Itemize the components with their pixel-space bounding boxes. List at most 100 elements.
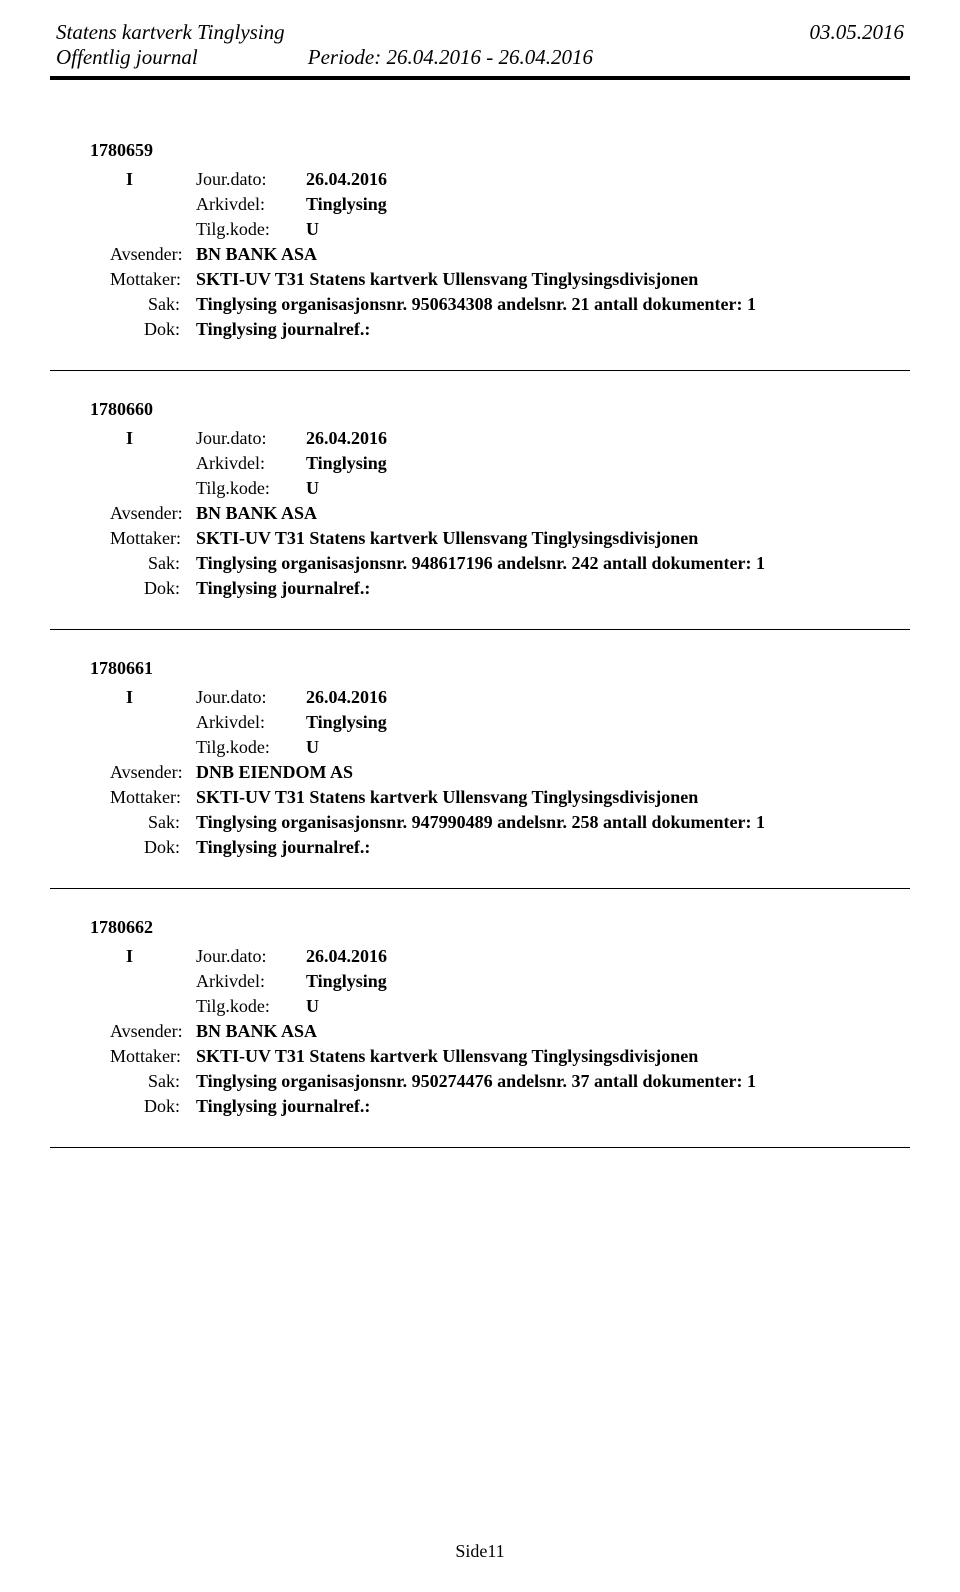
tilgkode-label: Tilg.kode: — [196, 996, 306, 1017]
jourdato-value: 26.04.2016 — [306, 687, 387, 708]
page-number: Side11 — [455, 1541, 504, 1561]
entry-jourdato-row: I Jour.dato: 26.04.2016 — [90, 169, 910, 190]
sak-label: Sak: — [148, 812, 196, 833]
mottaker-label: Mottaker: — [110, 1046, 196, 1067]
entry-dok-row: Dok: Tinglysing journalref.: — [90, 837, 910, 858]
entry-tilgkode-row: Tilg.kode: U — [90, 996, 910, 1017]
entry-type: I — [126, 428, 196, 449]
avsender-label: Avsender: — [110, 1021, 196, 1042]
jourdato-label: Jour.dato: — [196, 687, 306, 708]
journal-entry: 1780659 I Jour.dato: 26.04.2016 Arkivdel… — [50, 140, 910, 340]
tilgkode-value: U — [306, 737, 319, 758]
entry-id: 1780659 — [90, 140, 910, 161]
header-date-right: 03.05.2016 — [810, 20, 905, 45]
entry-jourdato-row: I Jour.dato: 26.04.2016 — [90, 946, 910, 967]
entry-type: I — [126, 169, 196, 190]
dok-label: Dok: — [144, 319, 196, 340]
entry-dok-row: Dok: Tinglysing journalref.: — [90, 1096, 910, 1117]
header-row-2: Offentlig journal Periode: 26.04.2016 - … — [50, 45, 910, 70]
entry-mottaker-row: Mottaker: SKTI-UV T31 Statens kartverk U… — [90, 269, 910, 290]
sak-label: Sak: — [148, 1071, 196, 1092]
arkivdel-value: Tinglysing — [306, 453, 387, 474]
entry-arkivdel-row: Arkivdel: Tinglysing — [90, 453, 910, 474]
entry-dok-row: Dok: Tinglysing journalref.: — [90, 319, 910, 340]
mottaker-value: SKTI-UV T31 Statens kartverk Ullensvang … — [196, 528, 698, 549]
entry-mottaker-row: Mottaker: SKTI-UV T31 Statens kartverk U… — [90, 528, 910, 549]
journal-entry: 1780662 I Jour.dato: 26.04.2016 Arkivdel… — [50, 917, 910, 1117]
entry-arkivdel-row: Arkivdel: Tinglysing — [90, 194, 910, 215]
entry-mottaker-row: Mottaker: SKTI-UV T31 Statens kartverk U… — [90, 1046, 910, 1067]
mottaker-value: SKTI-UV T31 Statens kartverk Ullensvang … — [196, 269, 698, 290]
entry-avsender-row: Avsender: BN BANK ASA — [90, 244, 910, 265]
sak-value: Tinglysing organisasjonsnr. 950274476 an… — [196, 1071, 756, 1092]
dok-value: Tinglysing journalref.: — [196, 837, 370, 858]
entry-sak-row: Sak: Tinglysing organisasjonsnr. 9506343… — [90, 294, 910, 315]
avsender-value: BN BANK ASA — [196, 1021, 317, 1042]
dok-value: Tinglysing journalref.: — [196, 319, 370, 340]
jourdato-label: Jour.dato: — [196, 428, 306, 449]
jourdato-value: 26.04.2016 — [306, 428, 387, 449]
dok-value: Tinglysing journalref.: — [196, 1096, 370, 1117]
entry-jourdato-row: I Jour.dato: 26.04.2016 — [90, 687, 910, 708]
entry-arkivdel-row: Arkivdel: Tinglysing — [90, 971, 910, 992]
entry-tilgkode-row: Tilg.kode: U — [90, 219, 910, 240]
dok-label: Dok: — [144, 837, 196, 858]
mottaker-label: Mottaker: — [110, 787, 196, 808]
arkivdel-label: Arkivdel: — [196, 971, 306, 992]
tilgkode-value: U — [306, 996, 319, 1017]
header-periode: Periode: 26.04.2016 - 26.04.2016 — [308, 45, 593, 70]
entry-tilgkode-row: Tilg.kode: U — [90, 478, 910, 499]
avsender-label: Avsender: — [110, 762, 196, 783]
avsender-value: BN BANK ASA — [196, 503, 317, 524]
avsender-label: Avsender: — [110, 503, 196, 524]
jourdato-value: 26.04.2016 — [306, 946, 387, 967]
header-title-left: Statens kartverk Tinglysing — [56, 20, 285, 45]
entry-type: I — [126, 946, 196, 967]
tilgkode-label: Tilg.kode: — [196, 737, 306, 758]
tilgkode-value: U — [306, 478, 319, 499]
jourdato-label: Jour.dato: — [196, 169, 306, 190]
header-subtitle-left: Offentlig journal — [56, 45, 198, 70]
arkivdel-value: Tinglysing — [306, 712, 387, 733]
sak-value: Tinglysing organisasjonsnr. 948617196 an… — [196, 553, 765, 574]
entry-avsender-row: Avsender: BN BANK ASA — [90, 503, 910, 524]
journal-entry: 1780660 I Jour.dato: 26.04.2016 Arkivdel… — [50, 399, 910, 599]
arkivdel-label: Arkivdel: — [196, 712, 306, 733]
header-rule — [50, 76, 910, 80]
entry-sak-row: Sak: Tinglysing organisasjonsnr. 9479904… — [90, 812, 910, 833]
sak-value: Tinglysing organisasjonsnr. 950634308 an… — [196, 294, 756, 315]
journal-entry: 1780661 I Jour.dato: 26.04.2016 Arkivdel… — [50, 658, 910, 858]
arkivdel-value: Tinglysing — [306, 194, 387, 215]
sak-label: Sak: — [148, 294, 196, 315]
avsender-label: Avsender: — [110, 244, 196, 265]
mottaker-label: Mottaker: — [110, 528, 196, 549]
mottaker-label: Mottaker: — [110, 269, 196, 290]
dok-value: Tinglysing journalref.: — [196, 578, 370, 599]
entry-separator — [50, 888, 910, 889]
entry-separator — [50, 1147, 910, 1148]
entry-avsender-row: Avsender: BN BANK ASA — [90, 1021, 910, 1042]
entry-jourdato-row: I Jour.dato: 26.04.2016 — [90, 428, 910, 449]
entry-tilgkode-row: Tilg.kode: U — [90, 737, 910, 758]
arkivdel-label: Arkivdel: — [196, 453, 306, 474]
sak-value: Tinglysing organisasjonsnr. 947990489 an… — [196, 812, 765, 833]
entry-mottaker-row: Mottaker: SKTI-UV T31 Statens kartverk U… — [90, 787, 910, 808]
entry-id: 1780660 — [90, 399, 910, 420]
entry-arkivdel-row: Arkivdel: Tinglysing — [90, 712, 910, 733]
page-footer: Side11 — [0, 1541, 960, 1562]
jourdato-label: Jour.dato: — [196, 946, 306, 967]
tilgkode-value: U — [306, 219, 319, 240]
entry-separator — [50, 629, 910, 630]
sak-label: Sak: — [148, 553, 196, 574]
entry-separator — [50, 370, 910, 371]
entry-type: I — [126, 687, 196, 708]
dok-label: Dok: — [144, 578, 196, 599]
tilgkode-label: Tilg.kode: — [196, 478, 306, 499]
arkivdel-value: Tinglysing — [306, 971, 387, 992]
mottaker-value: SKTI-UV T31 Statens kartverk Ullensvang … — [196, 787, 698, 808]
entry-id: 1780661 — [90, 658, 910, 679]
dok-label: Dok: — [144, 1096, 196, 1117]
header-row-1: Statens kartverk Tinglysing 03.05.2016 — [50, 20, 910, 45]
entry-sak-row: Sak: Tinglysing organisasjonsnr. 9486171… — [90, 553, 910, 574]
entry-dok-row: Dok: Tinglysing journalref.: — [90, 578, 910, 599]
